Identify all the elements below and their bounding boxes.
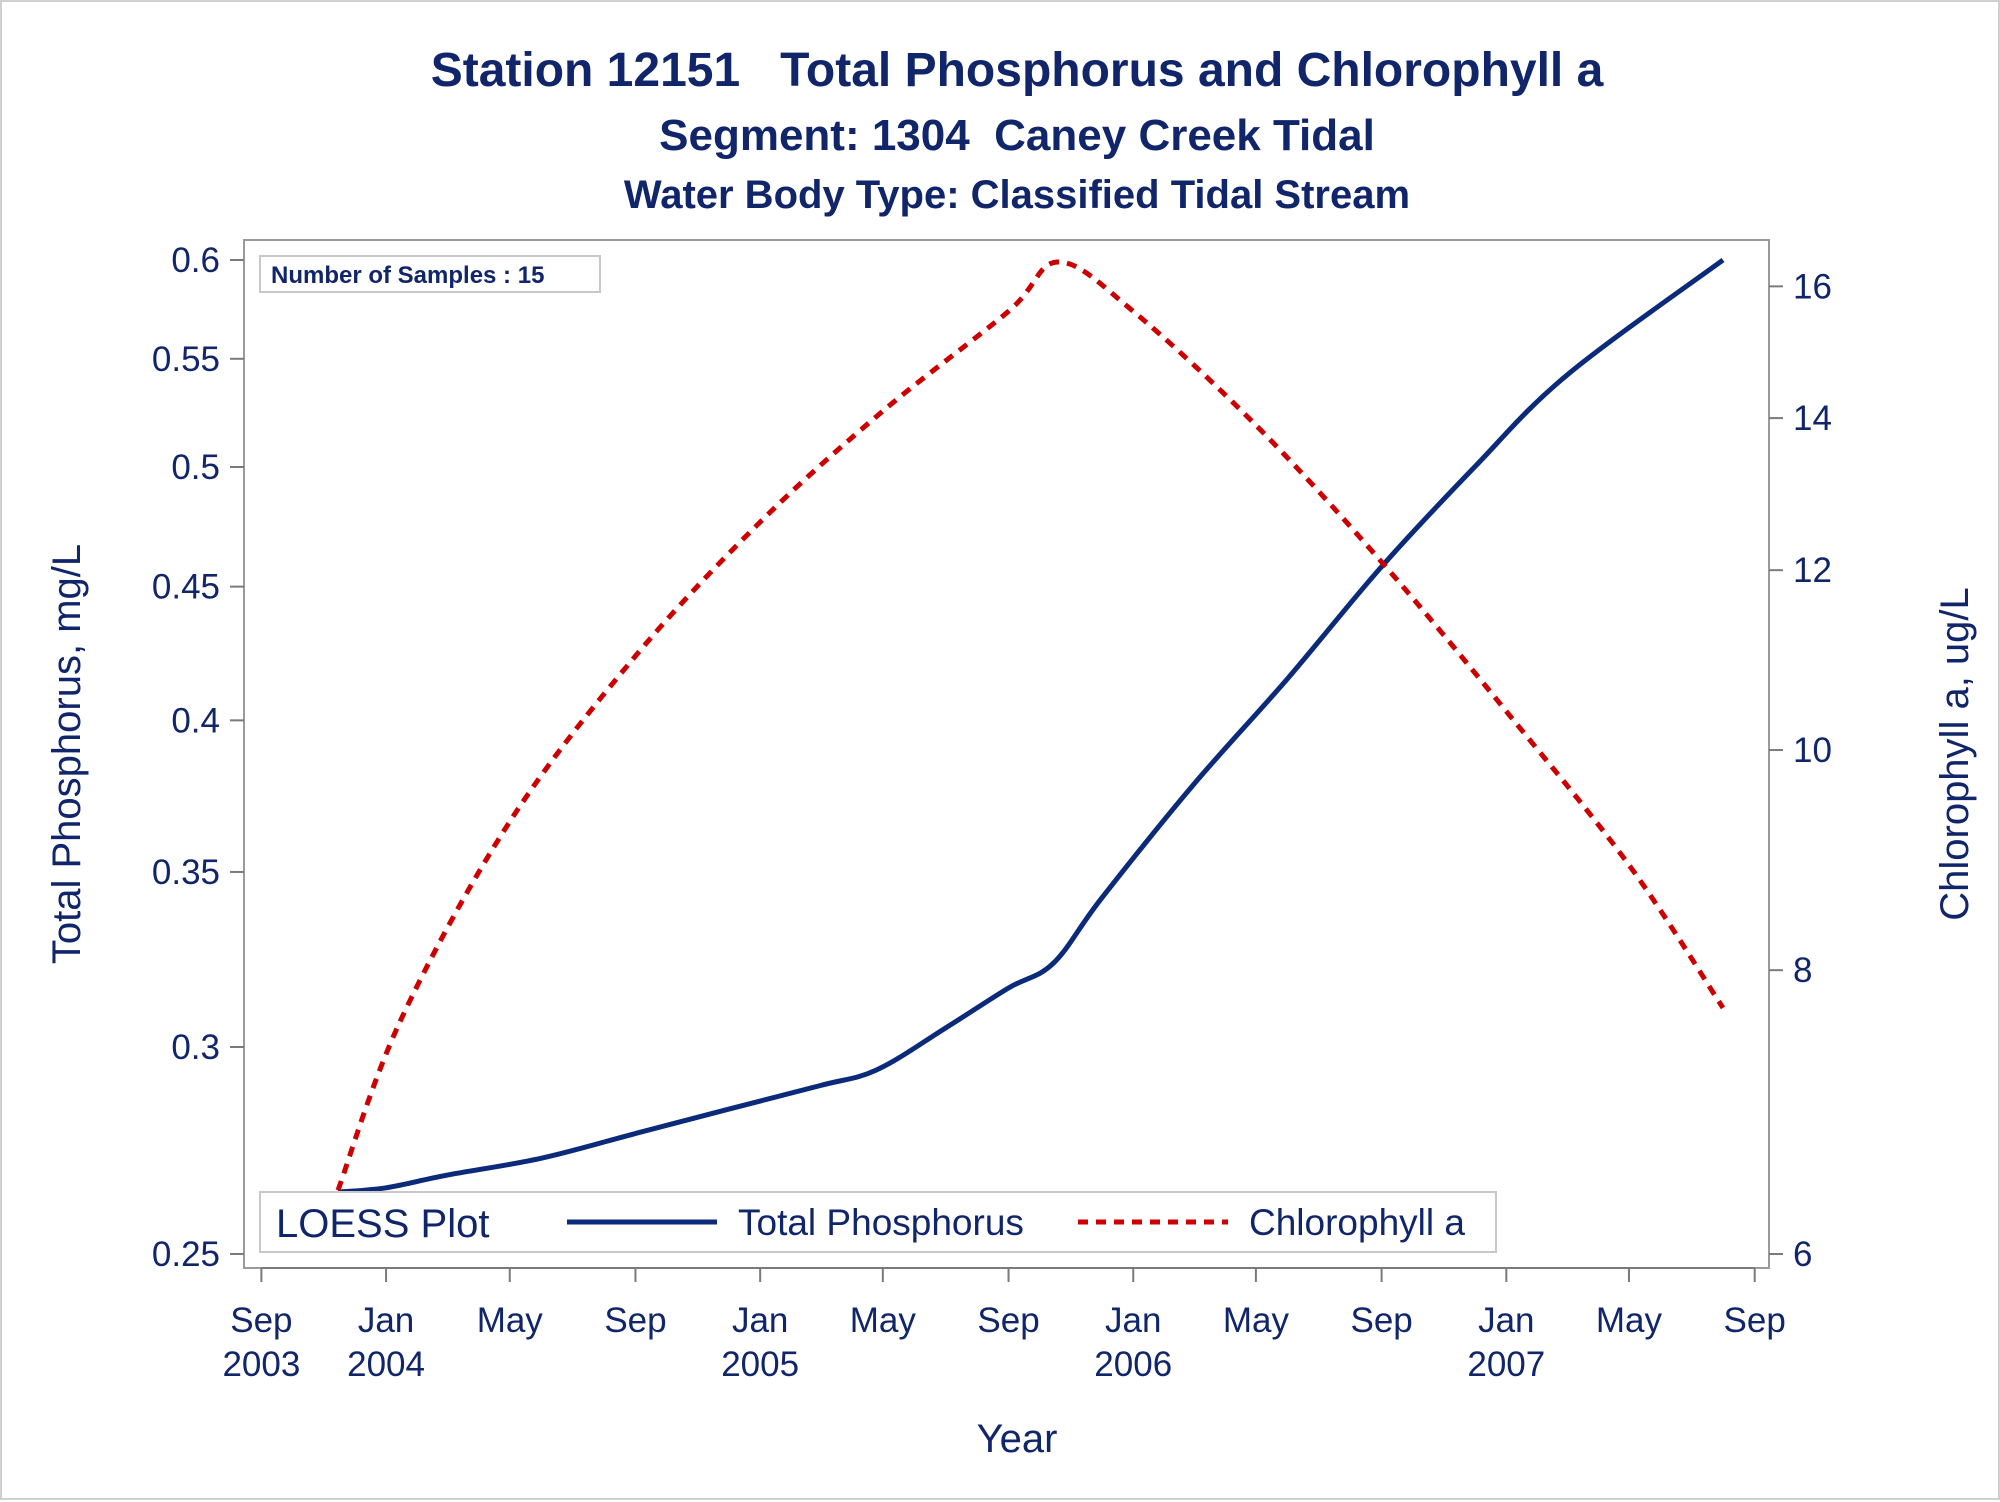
x-tick-label: May	[477, 1301, 544, 1340]
x-tick-label: Jan	[358, 1301, 414, 1340]
y-right-tick-label: 14	[1793, 399, 1832, 438]
x-tick-label-year: 2003	[222, 1345, 300, 1384]
x-tick-label: Sep	[230, 1301, 292, 1340]
series-line-chlorophyll-a	[335, 259, 1726, 1192]
series-layer	[335, 257, 1726, 1195]
x-tick-label: Sep	[1350, 1301, 1412, 1340]
series-line-total-phosphorus	[337, 257, 1725, 1195]
y-axis-left-label: Total Phosphorus, mg/L	[45, 544, 89, 964]
legend-box	[259, 1191, 1497, 1253]
y-right-tick-label: 16	[1793, 267, 1832, 306]
chart-subtitle-segment: Segment: 1304 Caney Creek Tidal	[659, 111, 1375, 160]
y-axis-right-label: Chlorophyll a, ug/L	[1933, 587, 1977, 921]
x-axis-label: Year	[977, 1417, 1058, 1461]
y-axis-left: 0.25 0.3 0.35 0.4 0.45 0.5 0.55 0.6	[152, 241, 244, 1274]
y-left-tick-label: 0.35	[152, 853, 220, 892]
y-left-tick-label: 0.5	[171, 448, 220, 487]
y-right-tick-label: 12	[1793, 551, 1832, 590]
y-right-tick-label: 10	[1793, 731, 1832, 770]
x-tick-label-year: 2006	[1094, 1345, 1172, 1384]
legend-title: LOESS Plot	[276, 1202, 489, 1246]
y-axis-right: 6 8 10 12 14 16	[1769, 267, 1832, 1274]
chart-title: Station 12151 Total Phosphorus and Chlor…	[431, 44, 1604, 97]
y-right-tick-label: 6	[1793, 1235, 1812, 1274]
x-axis: Sep 2003 Jan 2004 May Sep Jan 2005 May Sep Jan 2006…	[222, 1267, 1786, 1384]
x-tick-label: Jan	[732, 1301, 788, 1340]
x-tick-label: Sep	[977, 1301, 1039, 1340]
y-left-tick-label: 0.4	[171, 701, 220, 740]
x-tick-label-year: 2007	[1467, 1345, 1545, 1384]
y-left-tick-label: 0.6	[171, 241, 220, 280]
y-left-tick-label: 0.55	[152, 340, 220, 379]
y-left-tick-label: 0.3	[171, 1028, 220, 1067]
y-left-tick-label: 0.25	[152, 1235, 220, 1274]
x-tick-label-year: 2004	[347, 1345, 425, 1384]
x-tick-label: May	[850, 1301, 917, 1340]
samples-inset-text: Number of Samples : 15	[271, 262, 544, 289]
x-tick-label: Sep	[604, 1301, 666, 1340]
x-tick-label: May	[1223, 1301, 1290, 1340]
x-tick-label-year: 2005	[721, 1345, 799, 1384]
x-tick-label: Jan	[1105, 1301, 1161, 1340]
x-tick-label: May	[1596, 1301, 1663, 1340]
y-left-tick-label: 0.45	[152, 568, 220, 607]
legend-label-chlorophyll: Chlorophyll a	[1249, 1202, 1465, 1243]
samples-inset-box	[259, 255, 601, 293]
y-right-tick-label: 8	[1793, 951, 1812, 990]
x-tick-label: Sep	[1724, 1301, 1786, 1340]
legend-label-phosphorus: Total Phosphorus	[738, 1202, 1024, 1243]
chart-subtitle-waterbody: Water Body Type: Classified Tidal Stream	[624, 173, 1410, 217]
x-tick-label: Jan	[1478, 1301, 1534, 1340]
